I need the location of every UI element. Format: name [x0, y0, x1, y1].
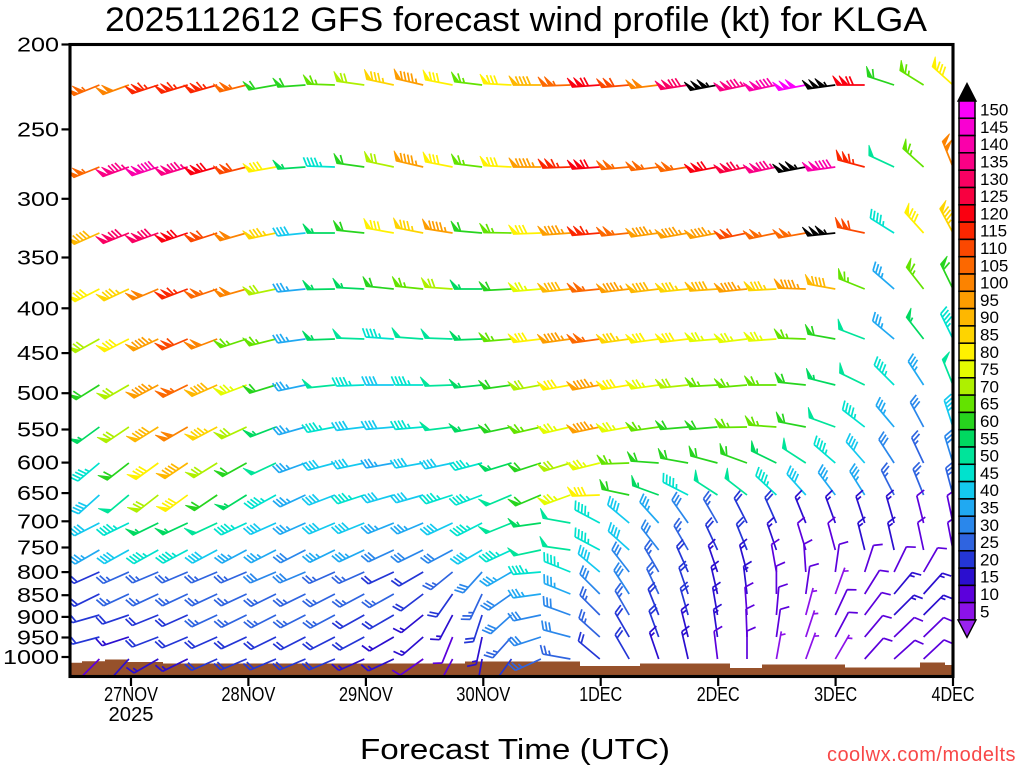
svg-text:45: 45: [980, 464, 999, 483]
svg-text:30: 30: [980, 516, 999, 535]
svg-text:65: 65: [980, 395, 999, 414]
svg-text:20: 20: [980, 550, 999, 569]
svg-text:600: 600: [17, 452, 59, 475]
svg-text:55: 55: [980, 429, 999, 448]
svg-text:coolwx.com/modelts: coolwx.com/modelts: [827, 744, 1016, 766]
svg-text:25: 25: [980, 533, 999, 552]
svg-text:85: 85: [980, 326, 999, 345]
svg-text:35: 35: [980, 499, 999, 518]
svg-text:70: 70: [980, 377, 999, 396]
svg-text:125: 125: [980, 187, 1008, 206]
svg-text:110: 110: [980, 239, 1007, 258]
svg-text:200: 200: [17, 34, 59, 57]
svg-text:300: 300: [17, 188, 59, 211]
svg-text:75: 75: [980, 360, 999, 379]
svg-text:150: 150: [980, 101, 1008, 120]
svg-text:900: 900: [17, 606, 59, 629]
svg-text:50: 50: [980, 447, 999, 466]
svg-text:145: 145: [980, 118, 1008, 137]
svg-text:350: 350: [17, 247, 59, 270]
svg-text:4DEC: 4DEC: [932, 683, 975, 706]
svg-text:100: 100: [980, 274, 1008, 293]
svg-text:1000: 1000: [3, 646, 59, 669]
svg-text:140: 140: [980, 135, 1008, 154]
svg-text:2025112612 GFS forecast wind p: 2025112612 GFS forecast wind profile (kt…: [105, 1, 927, 39]
svg-text:130: 130: [980, 170, 1008, 189]
svg-text:115: 115: [980, 222, 1007, 241]
svg-text:850: 850: [17, 584, 59, 607]
svg-text:2025: 2025: [109, 703, 154, 726]
svg-text:Forecast Time (UTC): Forecast Time (UTC): [360, 734, 670, 766]
svg-text:105: 105: [980, 256, 1008, 275]
svg-text:15: 15: [980, 568, 999, 587]
svg-text:10: 10: [980, 585, 999, 604]
svg-text:28NOV: 28NOV: [221, 683, 275, 706]
svg-text:60: 60: [980, 412, 999, 431]
svg-text:3DEC: 3DEC: [814, 683, 857, 706]
svg-text:450: 450: [17, 342, 59, 365]
svg-text:750: 750: [17, 537, 59, 560]
svg-text:250: 250: [17, 118, 59, 141]
svg-text:27NOV: 27NOV: [104, 683, 158, 706]
svg-text:2DEC: 2DEC: [697, 683, 740, 706]
svg-text:30NOV: 30NOV: [456, 683, 510, 706]
svg-text:1DEC: 1DEC: [579, 683, 622, 706]
svg-text:550: 550: [17, 419, 59, 442]
svg-text:40: 40: [980, 481, 999, 500]
svg-text:500: 500: [17, 382, 59, 405]
svg-text:29NOV: 29NOV: [339, 683, 393, 706]
svg-text:120: 120: [980, 204, 1008, 223]
svg-text:5: 5: [980, 602, 989, 621]
svg-text:95: 95: [980, 291, 999, 310]
svg-text:90: 90: [980, 308, 999, 327]
svg-text:650: 650: [17, 482, 59, 505]
svg-text:800: 800: [17, 561, 59, 584]
svg-text:400: 400: [17, 297, 59, 320]
svg-text:950: 950: [17, 627, 59, 650]
svg-text:80: 80: [980, 343, 999, 362]
svg-text:135: 135: [980, 153, 1008, 172]
svg-text:700: 700: [17, 510, 59, 533]
